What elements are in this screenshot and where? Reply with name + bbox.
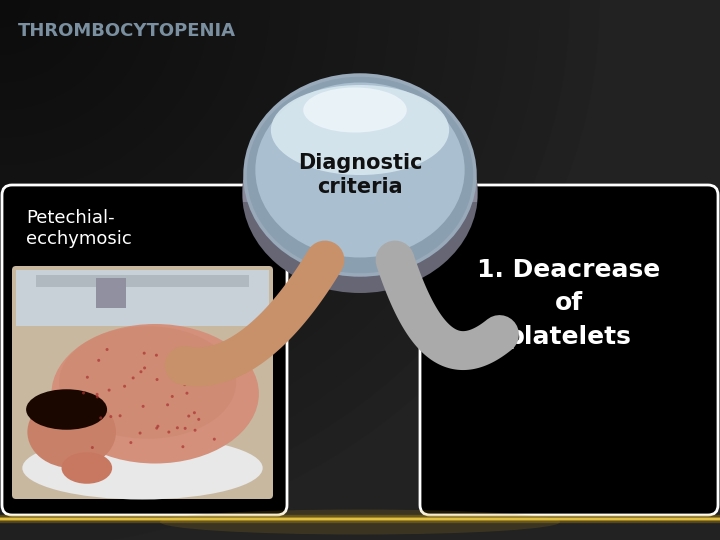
FancyBboxPatch shape: [420, 185, 718, 515]
Circle shape: [91, 446, 94, 449]
Circle shape: [176, 426, 179, 429]
Text: 1. Deacrease
of
platelets: 1. Deacrease of platelets: [477, 258, 661, 349]
Circle shape: [143, 367, 146, 369]
Circle shape: [183, 383, 186, 386]
Ellipse shape: [26, 389, 107, 430]
Ellipse shape: [27, 396, 116, 468]
Circle shape: [167, 430, 171, 434]
Circle shape: [140, 370, 143, 373]
Circle shape: [96, 393, 99, 396]
Ellipse shape: [242, 93, 478, 293]
Ellipse shape: [22, 436, 263, 500]
Circle shape: [166, 403, 169, 406]
Circle shape: [86, 376, 89, 379]
Circle shape: [197, 371, 199, 374]
Circle shape: [213, 438, 216, 441]
Circle shape: [138, 431, 142, 435]
Text: Diagnostic: Diagnostic: [298, 153, 422, 173]
Circle shape: [194, 429, 197, 432]
Circle shape: [156, 378, 158, 381]
Ellipse shape: [160, 510, 560, 535]
Circle shape: [186, 367, 189, 370]
Ellipse shape: [51, 324, 259, 463]
Circle shape: [142, 405, 145, 408]
Circle shape: [193, 411, 196, 414]
Circle shape: [123, 385, 126, 388]
Circle shape: [187, 415, 190, 417]
Circle shape: [155, 354, 158, 357]
Circle shape: [96, 395, 99, 399]
Circle shape: [106, 348, 109, 351]
Circle shape: [156, 427, 158, 430]
Circle shape: [109, 415, 112, 418]
Bar: [16, 270, 269, 326]
Circle shape: [119, 414, 122, 417]
FancyBboxPatch shape: [12, 266, 273, 499]
Circle shape: [99, 416, 102, 420]
FancyBboxPatch shape: [243, 180, 477, 202]
FancyBboxPatch shape: [2, 185, 287, 515]
Circle shape: [197, 418, 200, 421]
Bar: [36, 275, 249, 287]
Ellipse shape: [271, 85, 449, 175]
Text: Petechial-
ecchymosic: Petechial- ecchymosic: [26, 209, 132, 248]
Ellipse shape: [59, 326, 236, 438]
Circle shape: [130, 441, 132, 444]
Circle shape: [107, 389, 111, 392]
Circle shape: [175, 379, 178, 382]
Circle shape: [184, 427, 186, 430]
Circle shape: [171, 395, 174, 398]
Text: THROMBOCYTOPENIA: THROMBOCYTOPENIA: [18, 22, 236, 40]
Circle shape: [186, 392, 189, 395]
Ellipse shape: [245, 75, 475, 275]
Circle shape: [143, 352, 145, 355]
Circle shape: [156, 424, 159, 428]
Ellipse shape: [61, 453, 112, 484]
Circle shape: [181, 445, 184, 448]
Text: criteria: criteria: [318, 177, 402, 197]
Circle shape: [173, 361, 176, 365]
Circle shape: [132, 376, 135, 380]
Circle shape: [97, 359, 100, 362]
Bar: [96, 278, 126, 308]
Circle shape: [82, 392, 85, 394]
Ellipse shape: [256, 83, 464, 258]
Ellipse shape: [303, 87, 407, 132]
